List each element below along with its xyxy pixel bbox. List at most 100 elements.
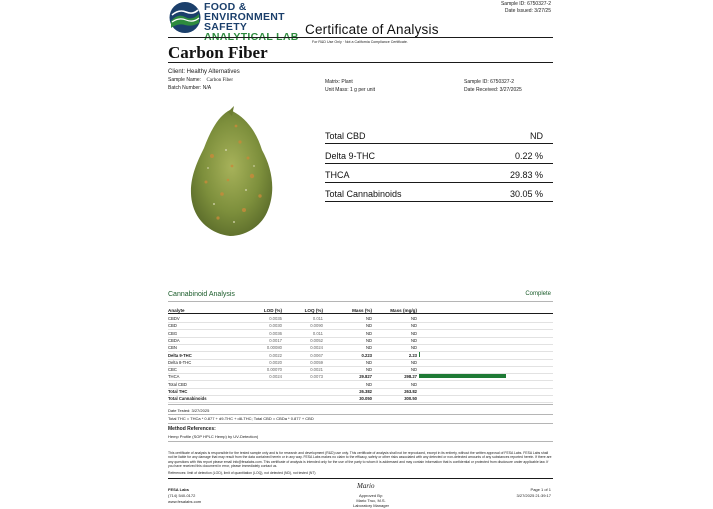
footer-phone: (714) 540-0172	[168, 493, 196, 498]
column-header-loq: LOQ (%)	[304, 308, 323, 313]
signature: Mario	[357, 482, 375, 490]
product-rule	[168, 62, 553, 63]
table-cell-analyte: THCA	[168, 374, 180, 380]
approver-title: Laboratory Manager	[352, 503, 390, 508]
approved-by-label: Approved By:	[358, 493, 383, 498]
table-cell-analyte: CBC	[168, 367, 177, 373]
notes-rule	[168, 404, 553, 405]
notes-rule	[168, 441, 553, 442]
column-header-lod: LOD (%)	[263, 308, 282, 313]
method-line: Hemp Profile (SOP HPLC Hemp) by UV-Detec…	[168, 434, 259, 439]
table-cell-mgg: 298.27	[404, 374, 417, 380]
table-cell-mass: 30.050	[359, 396, 372, 402]
table-cell-loq: 0.0090	[310, 323, 323, 329]
table-row-divider	[168, 351, 553, 353]
column-header-mgg: Mass (mg/g)	[390, 308, 417, 313]
header-rule	[168, 37, 553, 38]
table-cell-mass: ND	[365, 345, 372, 351]
table-cell-mass: 29.827	[359, 374, 372, 380]
disclaimer: This certificate of analysis is responsi…	[168, 451, 552, 468]
table-cell-lod: 0.0024	[269, 374, 282, 380]
product-photo	[190, 106, 273, 236]
batch-number: Batch Number: N/A	[168, 85, 212, 91]
table-cell-mgg: ND	[410, 316, 417, 321]
thca-bar	[419, 374, 506, 379]
table-row-divider	[168, 395, 553, 396]
table-cell-lod: 0.00080	[266, 345, 282, 351]
table-cell-analyte: Delta 9-THC	[168, 352, 192, 358]
footer-company: FESA Labs	[168, 487, 189, 492]
summary-label-total-cannabinoids: Total Cannabinoids	[325, 189, 402, 199]
status-badge: Complete	[525, 291, 551, 297]
table-cell-loq: 0.011	[312, 330, 323, 336]
table-cell-lod: 0.0035	[269, 316, 282, 321]
table-cell-loq: 0.011	[312, 316, 323, 321]
date-received: Date Received: 3/27/2025	[464, 87, 522, 93]
summary-label-thca: THCA	[325, 170, 350, 180]
references-note: References: limit of detection (LOD), li…	[168, 471, 316, 475]
logo-icon	[169, 2, 201, 33]
table-cell-loq: 0.0059	[310, 359, 323, 365]
summary-label-total-cbd: Total CBD	[325, 131, 366, 141]
table-cell-mgg: ND	[410, 381, 417, 387]
table-row-divider	[168, 329, 553, 331]
table-cell-mass: ND	[365, 367, 372, 373]
notes-rule	[168, 423, 553, 424]
page-title: Certificate of Analysis	[305, 22, 439, 37]
delta9-bar	[419, 352, 420, 357]
column-header-analyte: Analyte	[168, 308, 185, 313]
logo-wordmark: FOOD & ENVIRONMENT SAFETY ANALYTICAL LAB	[204, 1, 299, 43]
section-title: Cannabinoid Analysis	[168, 291, 235, 298]
table-cell-mgg: ND	[410, 367, 417, 373]
column-header-mass: Mass (%)	[352, 308, 372, 313]
table-cell-lod: 0.00070	[266, 367, 282, 373]
table-cell-mass: ND	[365, 359, 372, 365]
table-cell-analyte: CBG	[168, 330, 178, 336]
table-cell-lod: 0.0030	[269, 323, 282, 329]
table-row-divider	[168, 387, 553, 389]
formula-note: Total THC = THCa * 0.877 + d9-THC + d8-T…	[168, 416, 314, 421]
table-cell-mgg: ND	[410, 345, 417, 351]
approver-name: Mario Truc, M.S.	[356, 498, 386, 503]
summary-rule	[325, 182, 553, 183]
table-cell-mgg: 263.82	[404, 389, 417, 394]
summary-value-delta9: 0.22 %	[514, 151, 543, 161]
table-row-divider	[168, 343, 553, 345]
table-cell-mgg: ND	[410, 359, 417, 365]
table-cell-mgg: ND	[410, 337, 417, 343]
table-header-rule	[168, 313, 553, 314]
header-sample-id: Sample ID: 6750327-2	[500, 1, 551, 7]
table-cell-mass: ND	[365, 381, 372, 387]
summary-value-thca: 29.83 %	[509, 170, 543, 180]
table-cell-mass: ND	[365, 316, 372, 321]
table-cell-lod: 0.0022	[269, 352, 282, 358]
table-cell-mass: ND	[365, 330, 372, 336]
table-cell-mass: 26.382	[359, 389, 372, 394]
table-cell-loq: 0.0024	[310, 345, 323, 351]
unit-mass: Unit Mass: 1 g per unit	[325, 87, 376, 93]
product-name: Carbon Fiber	[168, 43, 268, 62]
report-timestamp: 3/27/2025 21:39:17	[516, 493, 551, 498]
table-cell-loq: 0.0021	[310, 367, 323, 373]
table-cell-lod: 0.0020	[269, 359, 282, 365]
compliance-note: For R&D Use Only · Not a California Comp…	[312, 40, 408, 44]
summary-value-total-cannabinoids: 30.05 %	[509, 189, 543, 199]
table-row-divider	[168, 402, 553, 404]
summary-rule	[325, 163, 553, 164]
footer-website[interactable]: www.fesalabs.com	[168, 499, 202, 504]
table-cell-mass: ND	[365, 337, 372, 343]
table-cell-loq: 0.0052	[310, 337, 323, 343]
table-cell-mgg: ND	[410, 330, 417, 336]
summary-rule	[325, 143, 553, 144]
table-cell-analyte: CBD	[168, 323, 177, 329]
table-row-divider	[168, 365, 553, 367]
header-date-issued: Date Issued: 3/27/25	[504, 8, 551, 14]
table-cell-analyte: CBDA	[168, 337, 180, 343]
table-cell-lod: 0.0036	[269, 330, 282, 336]
section-rule	[168, 301, 553, 302]
table-cell-mgg: ND	[410, 323, 417, 329]
page-number: Page 1 of 1	[530, 487, 551, 492]
table-cell-mass: ND	[365, 323, 372, 329]
table-cell-lod: 0.0017	[269, 337, 282, 343]
table-cell-analyte: Delta 8-THC	[168, 359, 192, 365]
